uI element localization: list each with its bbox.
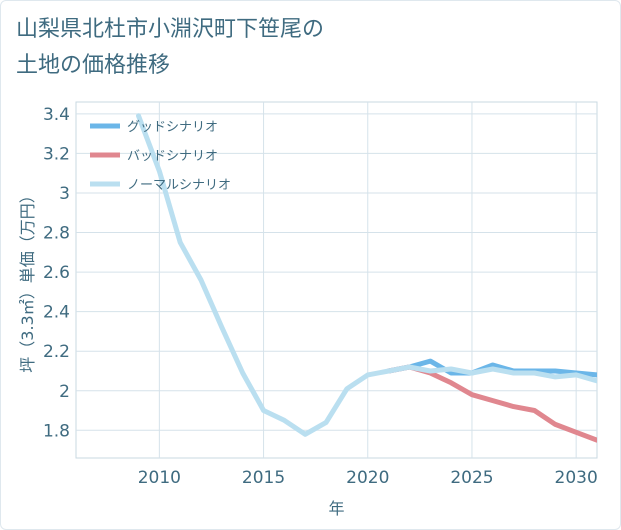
y-tick-label: 3.2 <box>43 144 70 164</box>
y-tick-label: 2.2 <box>43 342 70 362</box>
x-tick-label: 2020 <box>346 468 389 488</box>
series-line-2 <box>136 113 597 437</box>
y-tick-label: 2 <box>59 382 70 402</box>
series-line-0 <box>386 358 597 378</box>
y-tick-label: 1.8 <box>43 421 70 441</box>
legend-label-2: ノーマルシナリオ <box>127 178 231 193</box>
x-axis-label: 年 <box>328 499 344 518</box>
x-tick-label: 2025 <box>450 468 493 488</box>
x-tick-label: 2015 <box>242 468 285 488</box>
legend-label-0: グッドシナリオ <box>127 120 218 135</box>
chart-title: 山梨県北杜市小淵沢町下笹尾の 土地の価格推移 <box>16 17 325 78</box>
y-tick-label: 2.4 <box>43 303 70 323</box>
plot-area <box>75 101 598 459</box>
x-tick-label: 2010 <box>138 468 181 488</box>
y-tick-label: 2.6 <box>43 263 70 283</box>
y-axis-label: 坪（3.3㎡）単価（万円） <box>18 187 37 372</box>
y-tick-label: 3.4 <box>43 105 70 125</box>
y-tick-label: 2.8 <box>43 224 70 244</box>
legend-label-1: バッドシナリオ <box>127 149 218 164</box>
x-tick-label: 2030 <box>555 468 598 488</box>
y-tick-label: 3 <box>59 184 70 204</box>
